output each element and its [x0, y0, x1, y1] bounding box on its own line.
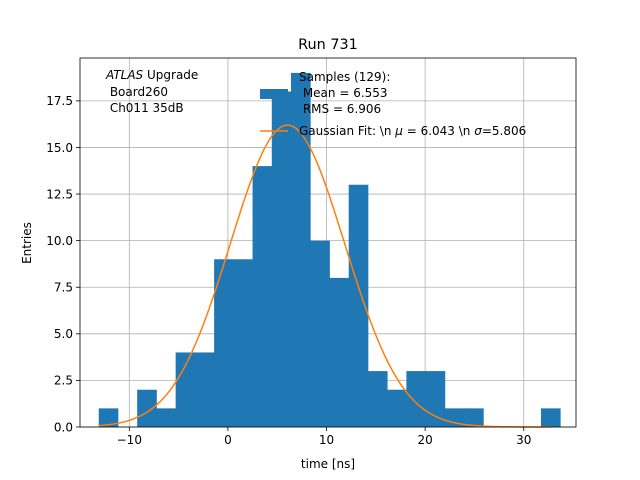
- histogram-bar: [367, 371, 388, 427]
- legend-fit-label: Gaussian Fit: \n μ = 6.043 \n σ=5.806: [299, 124, 526, 138]
- histogram-bar: [175, 352, 196, 427]
- chart-title: Run 731: [298, 37, 358, 53]
- histogram-bar: [194, 352, 215, 427]
- histogram-bar: [444, 408, 465, 427]
- histogram-bar: [540, 408, 561, 427]
- legend-stats-line1: Samples (129):: [299, 70, 390, 84]
- histogram-bar: [406, 371, 427, 427]
- y-tick-label: 7.5: [54, 281, 73, 295]
- histogram-bar: [214, 259, 234, 427]
- histogram-bar: [387, 389, 407, 427]
- legend-fit-suffix: =5.806: [482, 124, 526, 138]
- y-tick-label: 2.5: [54, 374, 73, 388]
- atlas-annotation-line1: ATLAS Upgrade: [105, 68, 198, 82]
- histogram-bar: [310, 240, 330, 427]
- legend: Samples (129): Mean = 6.553 RMS = 6.906 …: [260, 70, 526, 138]
- histogram-bar: [98, 408, 119, 427]
- upgrade-label: Upgrade: [143, 68, 198, 82]
- legend-fit-prefix: Gaussian Fit: \n: [299, 124, 395, 138]
- histogram-bars: [98, 72, 561, 427]
- histogram-bar: [271, 91, 292, 427]
- legend-bar-handle: [260, 89, 288, 99]
- histogram-bar: [137, 389, 157, 427]
- legend-fit-mu: μ: [394, 124, 403, 138]
- gaussian-fit-curve: [98, 124, 552, 428]
- histogram-bar: [156, 408, 177, 427]
- histogram-bar: [464, 408, 484, 427]
- x-tick-label: 20: [417, 433, 432, 447]
- legend-fit-sigma: σ: [474, 124, 482, 138]
- histogram-bar: [291, 72, 311, 427]
- y-tick-label: 10.0: [46, 234, 73, 248]
- y-tick-label: 17.5: [46, 94, 73, 108]
- legend-stats-line3: RMS = 6.906: [299, 102, 381, 116]
- histogram-bar: [329, 277, 350, 427]
- atlas-annotation-line3: Ch011 35dB: [106, 101, 184, 115]
- histogram-bar: [348, 184, 369, 427]
- atlas-annotation-line2: Board260: [106, 85, 168, 99]
- plot-frame: [79, 57, 577, 428]
- histogram-bar: [233, 259, 253, 427]
- y-tick-label: 15.0: [46, 141, 73, 155]
- histogram-bar: [252, 166, 273, 427]
- y-tick-label: 12.5: [46, 187, 73, 201]
- x-tick-label: −10: [117, 433, 142, 447]
- atlas-label: ATLAS: [105, 68, 144, 82]
- y-axis-label: Entries: [20, 222, 34, 264]
- y-tick-label: 5.0: [54, 327, 73, 341]
- x-tick-label: 10: [319, 433, 334, 447]
- x-tick-label: 0: [224, 433, 232, 447]
- legend-fit-mid: = 6.043 \n: [403, 124, 474, 138]
- y-tick-label: 0.0: [54, 420, 73, 434]
- x-axis-ticks: −10 0 10 20 30: [117, 427, 531, 447]
- x-axis-label: time [ns]: [301, 457, 355, 471]
- legend-stats-line2: Mean = 6.553: [299, 86, 388, 100]
- x-tick-label: 30: [516, 433, 531, 447]
- y-axis-ticks: 0.0 2.5 5.0 7.5 10.0 12.5 15.0 17.5: [46, 94, 80, 434]
